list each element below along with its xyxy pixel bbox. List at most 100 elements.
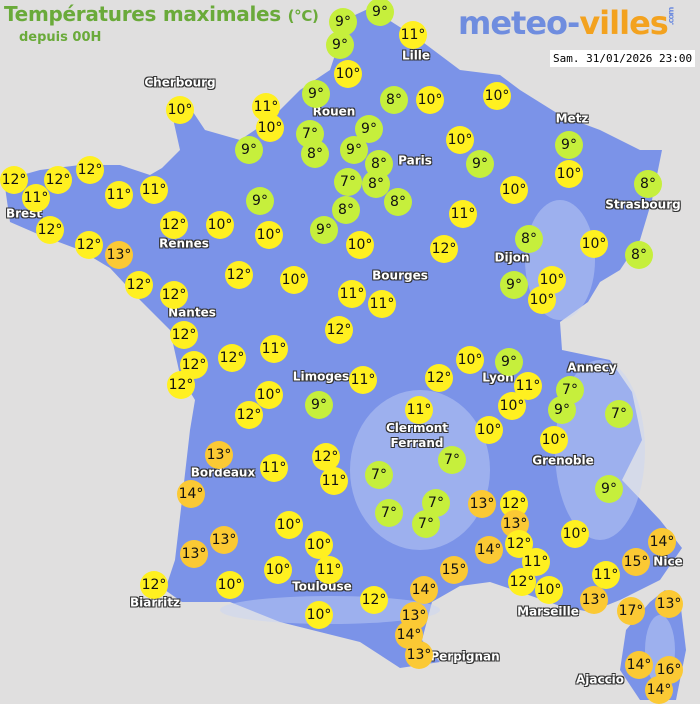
temperature-marker[interactable]: 10° [305, 601, 333, 629]
temperature-marker[interactable]: 9° [310, 216, 338, 244]
temperature-marker[interactable]: 14° [410, 576, 438, 604]
temperature-marker[interactable]: 12° [218, 344, 246, 372]
temperature-marker[interactable]: 9° [500, 271, 528, 299]
temperature-marker[interactable]: 10° [446, 126, 474, 154]
temperature-marker[interactable]: 9° [595, 475, 623, 503]
temperature-marker[interactable]: 10° [456, 346, 484, 374]
temperature-marker[interactable]: 11° [349, 366, 377, 394]
temperature-marker[interactable]: 12° [36, 216, 64, 244]
temperature-marker[interactable]: 12° [75, 231, 103, 259]
temperature-marker[interactable]: 10° [280, 266, 308, 294]
temperature-marker[interactable]: 10° [264, 556, 292, 584]
temperature-marker[interactable]: 8° [634, 170, 662, 198]
temperature-marker[interactable]: 12° [76, 156, 104, 184]
temperature-marker[interactable]: 15° [622, 548, 650, 576]
temperature-marker[interactable]: 8° [515, 225, 543, 253]
temperature-marker[interactable]: 12° [235, 401, 263, 429]
temperature-marker[interactable]: 15° [440, 556, 468, 584]
temperature-marker[interactable]: 10° [206, 211, 234, 239]
temperature-marker[interactable]: 13° [180, 540, 208, 568]
temperature-marker[interactable]: 12° [160, 281, 188, 309]
temperature-marker[interactable]: 13° [580, 586, 608, 614]
temperature-marker[interactable]: 14° [648, 528, 676, 556]
temperature-marker[interactable]: 10° [540, 426, 568, 454]
temperature-marker[interactable]: 11° [260, 335, 288, 363]
temperature-marker[interactable]: 12° [425, 364, 453, 392]
temperature-marker[interactable]: 11° [140, 176, 168, 204]
temperature-marker[interactable]: 9° [466, 150, 494, 178]
temperature-marker[interactable]: 12° [508, 568, 536, 596]
temperature-marker[interactable]: 10° [528, 286, 556, 314]
temperature-marker[interactable]: 10° [256, 114, 284, 142]
temperature-marker[interactable]: 10° [305, 531, 333, 559]
temperature-marker[interactable]: 13° [405, 641, 433, 669]
temperature-marker[interactable]: 7° [422, 489, 450, 517]
temperature-marker[interactable]: 9° [326, 31, 354, 59]
temperature-marker[interactable]: 13° [468, 490, 496, 518]
temperature-marker[interactable]: 13° [205, 441, 233, 469]
temperature-marker[interactable]: 12° [44, 166, 72, 194]
temperature-marker[interactable]: 12° [140, 571, 168, 599]
temperature-marker[interactable]: 11° [22, 184, 50, 212]
temperature-marker[interactable]: 9° [340, 136, 368, 164]
temperature-marker[interactable]: 12° [312, 443, 340, 471]
temperature-marker[interactable]: 13° [501, 510, 529, 538]
temperature-marker[interactable]: 7° [605, 400, 633, 428]
temperature-marker[interactable]: 8° [384, 188, 412, 216]
temperature-marker[interactable]: 10° [416, 86, 444, 114]
temperature-marker[interactable]: 10° [255, 221, 283, 249]
temperature-marker[interactable]: 12° [160, 211, 188, 239]
temperature-marker[interactable]: 7° [334, 168, 362, 196]
temperature-marker[interactable]: 10° [275, 511, 303, 539]
temperature-marker[interactable]: 17° [617, 597, 645, 625]
temperature-marker[interactable]: 9° [366, 0, 394, 26]
temperature-marker[interactable]: 9° [495, 348, 523, 376]
temperature-marker[interactable]: 10° [561, 520, 589, 548]
temperature-marker[interactable]: 10° [475, 416, 503, 444]
temperature-marker[interactable]: 11° [368, 290, 396, 318]
temperature-marker[interactable]: 11° [405, 396, 433, 424]
temperature-marker[interactable]: 13° [655, 590, 683, 618]
temperature-marker[interactable]: 9° [246, 187, 274, 215]
temperature-marker[interactable]: 10° [555, 160, 583, 188]
temperature-marker[interactable]: 11° [260, 454, 288, 482]
temperature-marker[interactable]: 10° [346, 231, 374, 259]
temperature-marker[interactable]: 12° [225, 261, 253, 289]
temperature-marker[interactable]: 11° [105, 181, 133, 209]
temperature-marker[interactable]: 8° [625, 241, 653, 269]
temperature-marker[interactable]: 10° [166, 96, 194, 124]
temperature-marker[interactable]: 12° [430, 235, 458, 263]
temperature-marker[interactable]: 9° [302, 80, 330, 108]
temperature-marker[interactable]: 8° [332, 196, 360, 224]
temperature-marker[interactable]: 11° [399, 21, 427, 49]
temperature-marker[interactable]: 8° [380, 86, 408, 114]
temperature-marker[interactable]: 10° [483, 82, 511, 110]
temperature-marker[interactable]: 10° [498, 392, 526, 420]
temperature-marker[interactable]: 11° [338, 280, 366, 308]
temperature-marker[interactable]: 12° [170, 321, 198, 349]
temperature-marker[interactable]: 10° [216, 571, 244, 599]
temperature-marker[interactable]: 14° [475, 536, 503, 564]
temperature-marker[interactable]: 14° [177, 480, 205, 508]
temperature-marker[interactable]: 16° [655, 656, 683, 684]
temperature-marker[interactable]: 11° [449, 200, 477, 228]
temperature-marker[interactable]: 11° [592, 561, 620, 589]
temperature-marker[interactable]: 11° [315, 556, 343, 584]
temperature-marker[interactable]: 10° [334, 60, 362, 88]
temperature-marker[interactable]: 9° [555, 131, 583, 159]
temperature-marker[interactable]: 12° [167, 371, 195, 399]
temperature-marker[interactable]: 14° [625, 651, 653, 679]
temperature-marker[interactable]: 9° [305, 391, 333, 419]
temperature-marker[interactable]: 13° [210, 526, 238, 554]
temperature-marker[interactable]: 12° [360, 586, 388, 614]
temperature-marker[interactable]: 10° [500, 176, 528, 204]
temperature-marker[interactable]: 14° [645, 676, 673, 704]
temperature-marker[interactable]: 12° [125, 271, 153, 299]
temperature-marker[interactable]: 9° [235, 136, 263, 164]
temperature-marker[interactable]: 11° [514, 372, 542, 400]
temperature-marker[interactable]: 7° [438, 446, 466, 474]
temperature-marker[interactable]: 10° [580, 230, 608, 258]
temperature-marker[interactable]: 13° [105, 241, 133, 269]
temperature-marker[interactable]: 8° [301, 140, 329, 168]
temperature-marker[interactable]: 7° [375, 499, 403, 527]
